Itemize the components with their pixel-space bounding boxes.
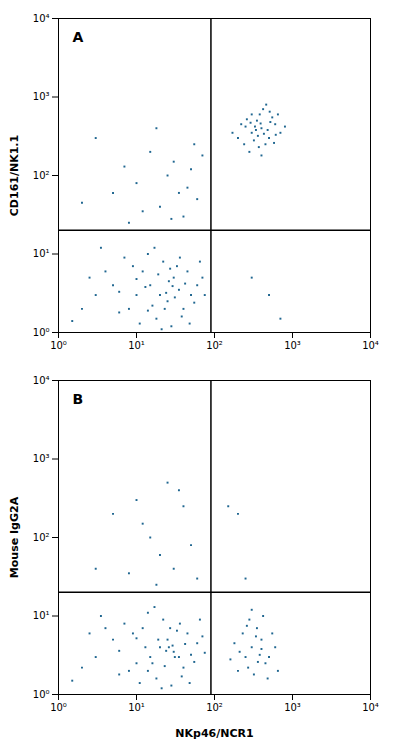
svg-text:10²: 10² xyxy=(33,170,50,181)
svg-text:10³: 10³ xyxy=(33,453,50,464)
svg-text:A: A xyxy=(73,29,84,45)
svg-text:10⁴: 10⁴ xyxy=(362,702,379,713)
svg-text:10⁴: 10⁴ xyxy=(362,340,379,351)
svg-text:10³: 10³ xyxy=(33,91,50,102)
svg-text:10³: 10³ xyxy=(284,702,301,713)
svg-text:10⁴: 10⁴ xyxy=(33,375,50,386)
svg-text:10¹: 10¹ xyxy=(33,248,50,259)
svg-text:10¹: 10¹ xyxy=(33,610,50,621)
svg-text:10³: 10³ xyxy=(284,340,301,351)
svg-text:10⁰: 10⁰ xyxy=(50,702,67,713)
svg-text:10¹: 10¹ xyxy=(128,702,145,713)
svg-text:10²: 10² xyxy=(33,532,50,543)
svg-text:10²: 10² xyxy=(206,340,223,351)
svg-text:10¹: 10¹ xyxy=(128,340,145,351)
svg-text:10²: 10² xyxy=(206,702,223,713)
svg-text:B: B xyxy=(73,391,84,407)
svg-text:CD161/NK1.1: CD161/NK1.1 xyxy=(8,135,21,216)
svg-text:10⁰: 10⁰ xyxy=(33,689,50,700)
svg-text:10⁰: 10⁰ xyxy=(50,340,67,351)
svg-text:Mouse IgG2A: Mouse IgG2A xyxy=(8,496,21,578)
svg-text:10⁰: 10⁰ xyxy=(33,327,50,338)
svg-text:NKp46/NCR1: NKp46/NCR1 xyxy=(175,727,253,740)
svg-text:10⁴: 10⁴ xyxy=(33,13,50,24)
